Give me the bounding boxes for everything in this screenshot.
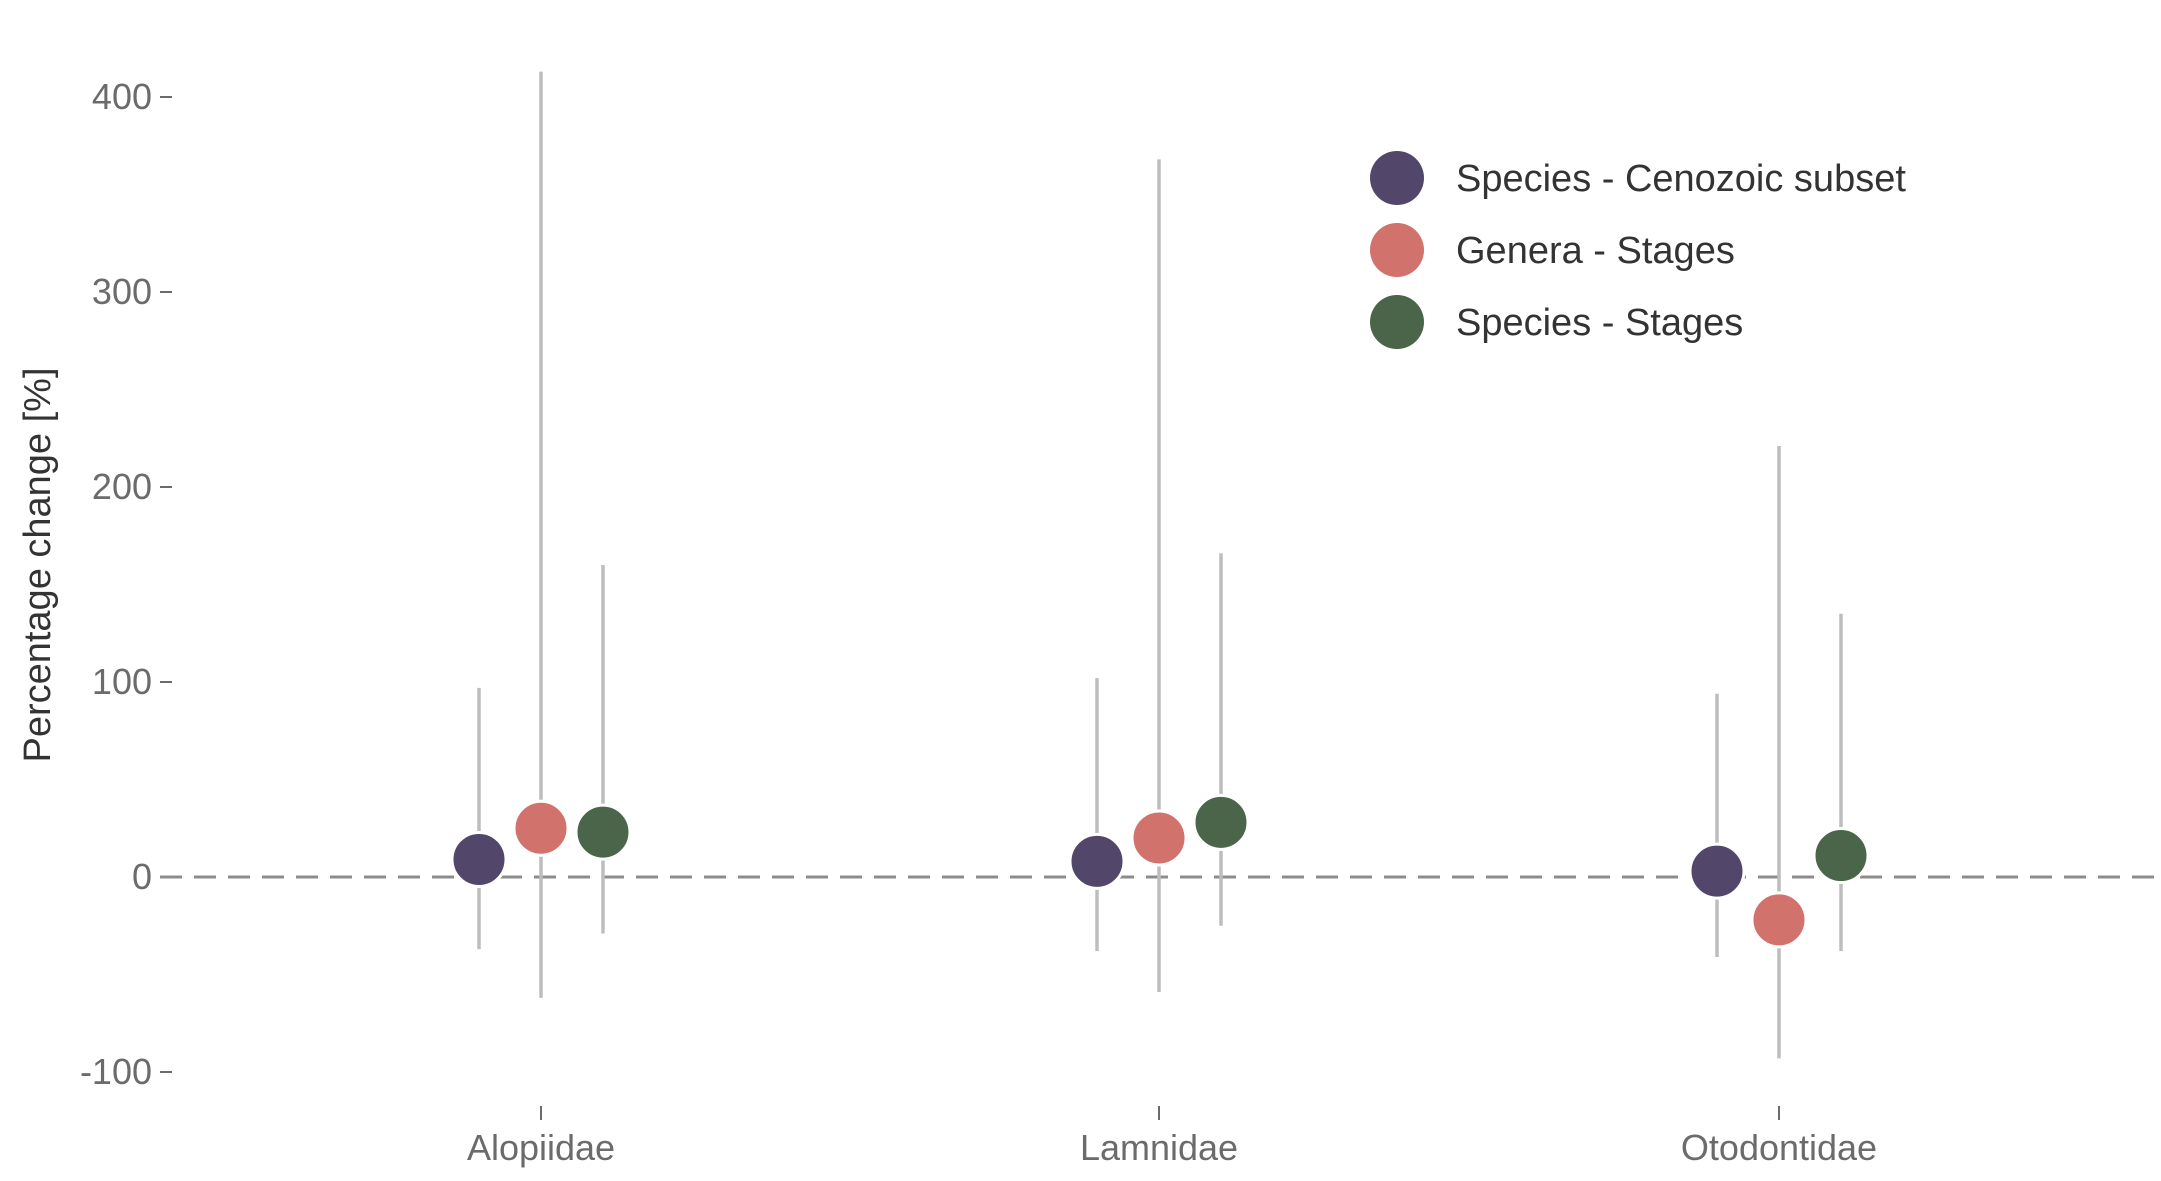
data-point bbox=[1130, 809, 1188, 867]
y-axis-title: Percentage change [%] bbox=[17, 367, 59, 762]
legend-marker bbox=[1370, 151, 1424, 205]
legend-marker bbox=[1370, 223, 1424, 277]
data-point bbox=[574, 803, 632, 861]
legend-label: Genera - Stages bbox=[1456, 230, 1735, 272]
y-tick-label: 200 bbox=[92, 466, 152, 507]
legend-label: Species - Stages bbox=[1456, 302, 1743, 344]
plot-area bbox=[160, 71, 2161, 1059]
data-point bbox=[1812, 827, 1870, 885]
legend-label: Species - Cenozoic subset bbox=[1456, 158, 1906, 200]
data-point bbox=[1068, 832, 1126, 890]
data-point bbox=[1750, 891, 1808, 949]
y-tick-label: 100 bbox=[92, 661, 152, 702]
data-point bbox=[1192, 793, 1250, 851]
y-tick-label: 0 bbox=[132, 856, 152, 897]
y-tick-label: 300 bbox=[92, 271, 152, 312]
x-tick-label: Otodontidae bbox=[1681, 1127, 1877, 1168]
legend: Species - Cenozoic subset Genera - Stages… bbox=[1370, 151, 1906, 349]
data-point bbox=[1688, 842, 1746, 900]
data-point bbox=[450, 830, 508, 888]
axes: -100 0 100 200 300 400 Alopiidae Lamnidae Otodon… bbox=[80, 76, 1877, 1168]
legend-marker bbox=[1370, 295, 1424, 349]
y-tick-label: -100 bbox=[80, 1051, 152, 1092]
y-tick-label: 400 bbox=[92, 76, 152, 117]
x-tick-label: Lamnidae bbox=[1080, 1127, 1238, 1168]
x-tick-label: Alopiidae bbox=[467, 1127, 615, 1168]
data-point bbox=[512, 799, 570, 857]
